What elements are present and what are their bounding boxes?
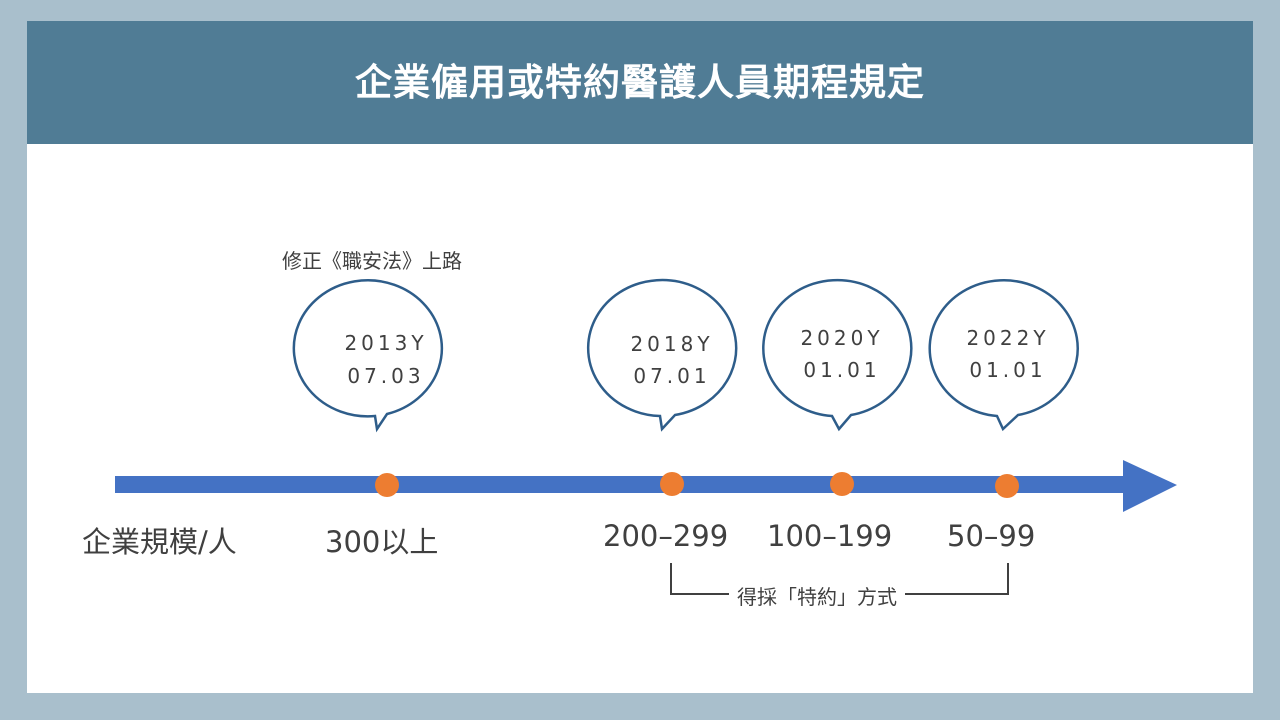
scale-label-4: 50–99 (947, 519, 1036, 553)
bubble-shape (292, 279, 444, 433)
milestone-dot-4 (995, 474, 1019, 498)
milestone-year: 2022Y (966, 326, 1049, 350)
timeline-arrow (115, 460, 1177, 512)
milestone-dot-1 (375, 473, 399, 497)
slide: 企業僱用或特約醫護人員期程規定 2013Y 07.03 2018Y 07.01 … (27, 21, 1253, 693)
timeline-arrow-shaft (115, 476, 1145, 493)
page-title: 企業僱用或特約醫護人員期程規定 (355, 60, 925, 104)
scale-label-3: 100–199 (767, 519, 893, 553)
bubble-shape (928, 279, 1079, 432)
timeline-arrow-head (1123, 460, 1177, 512)
header-bar: 企業僱用或特約醫護人員期程規定 (27, 21, 1253, 144)
milestone-dot-2 (660, 472, 684, 496)
milestone-bubble-2: 2018Y 07.01 (586, 278, 738, 432)
milestone-year: 2013Y (344, 331, 427, 355)
scale-label-2: 200–299 (603, 519, 729, 553)
milestone-year: 2018Y (630, 332, 713, 356)
law-amendment-note: 修正《職安法》上路 (282, 249, 462, 273)
milestone-date: 01.01 (803, 358, 880, 382)
milestone-date: 07.03 (347, 364, 424, 388)
scale-label-1: 300以上 (325, 525, 439, 559)
milestone-bubble-1: 2013Y 07.03 (292, 279, 444, 433)
milestone-year: 2020Y (800, 326, 883, 350)
bubble-shape (762, 278, 913, 432)
timeline-diagram: 2013Y 07.03 2018Y 07.01 2020Y 01.01 2022… (115, 278, 1177, 595)
milestone-bubble-4: 2022Y 01.01 (928, 279, 1079, 432)
special-contract-note: 得採「特約」方式 (729, 581, 905, 610)
bubble-shape (586, 278, 738, 432)
milestone-date: 01.01 (969, 358, 1046, 382)
milestone-date: 07.01 (633, 364, 710, 388)
milestone-bubble-3: 2020Y 01.01 (762, 278, 913, 432)
milestone-dot-3 (830, 472, 854, 496)
axis-label: 企業規模/人 (82, 525, 237, 559)
